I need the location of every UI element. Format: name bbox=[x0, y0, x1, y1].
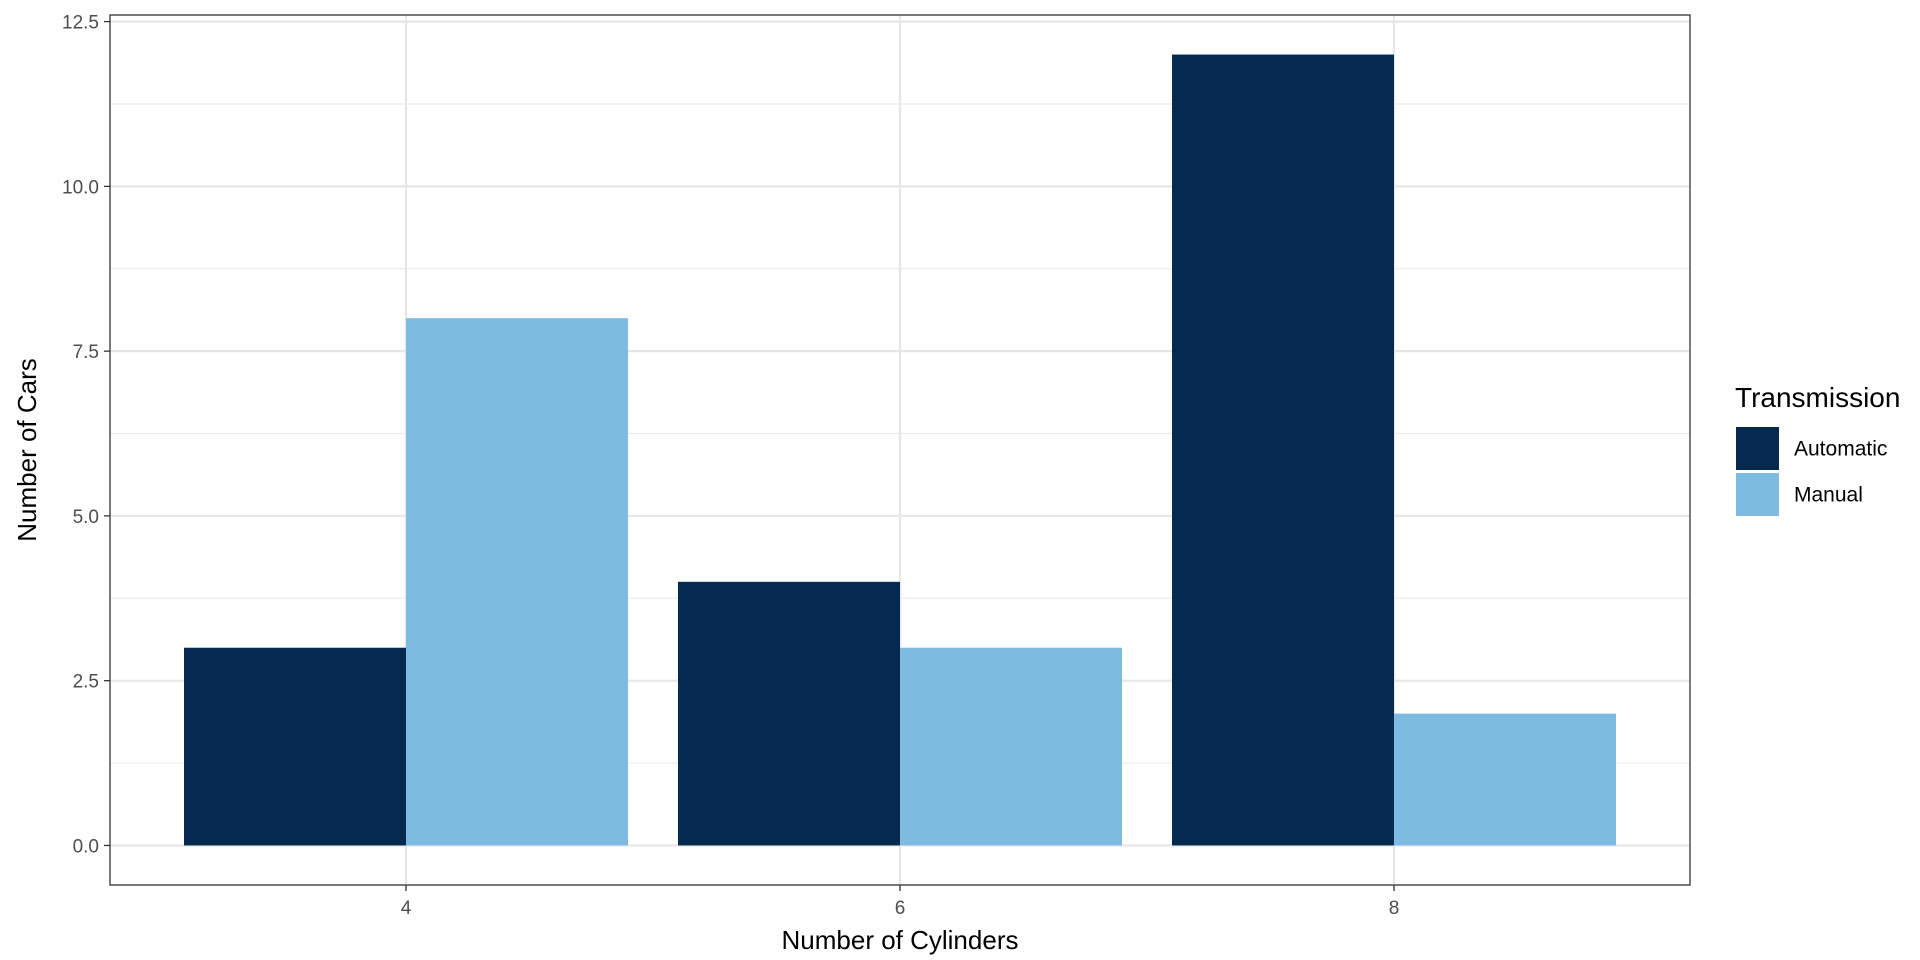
x-axis-title: Number of Cylinders bbox=[782, 925, 1019, 955]
y-tick-label: 12.5 bbox=[62, 13, 99, 34]
legend-key-manual bbox=[1736, 473, 1779, 516]
y-tick-label: 0.0 bbox=[73, 836, 99, 857]
bar-automatic-8 bbox=[1172, 54, 1394, 846]
legend-title: Transmission bbox=[1735, 382, 1900, 413]
y-axis-title: Number of Cars bbox=[12, 358, 42, 542]
bar-manual-8 bbox=[1394, 713, 1616, 846]
bar-automatic-4 bbox=[184, 647, 406, 846]
y-tick-label: 7.5 bbox=[73, 342, 99, 363]
bar-manual-6 bbox=[900, 647, 1122, 846]
legend-items: Automatic Manual bbox=[1736, 427, 1887, 516]
x-tick-label: 4 bbox=[401, 898, 412, 919]
y-tick-label: 10.0 bbox=[62, 177, 99, 198]
x-tick-label: 6 bbox=[895, 898, 906, 919]
bar-automatic-6 bbox=[678, 581, 900, 846]
legend-key-automatic bbox=[1736, 427, 1779, 470]
axes: 0.0 2.5 5.0 7.5 10.0 12.5 4 6 8 bbox=[62, 13, 1399, 919]
legend: Transmission Automatic Manual bbox=[1735, 382, 1900, 516]
legend-label-manual: Manual bbox=[1794, 484, 1863, 507]
y-tick-label: 5.0 bbox=[73, 507, 99, 528]
bars bbox=[184, 54, 1616, 846]
bar-manual-4 bbox=[406, 318, 628, 846]
x-tick-label: 8 bbox=[1389, 898, 1400, 919]
y-tick-label: 2.5 bbox=[73, 672, 99, 693]
legend-label-automatic: Automatic bbox=[1794, 438, 1887, 461]
